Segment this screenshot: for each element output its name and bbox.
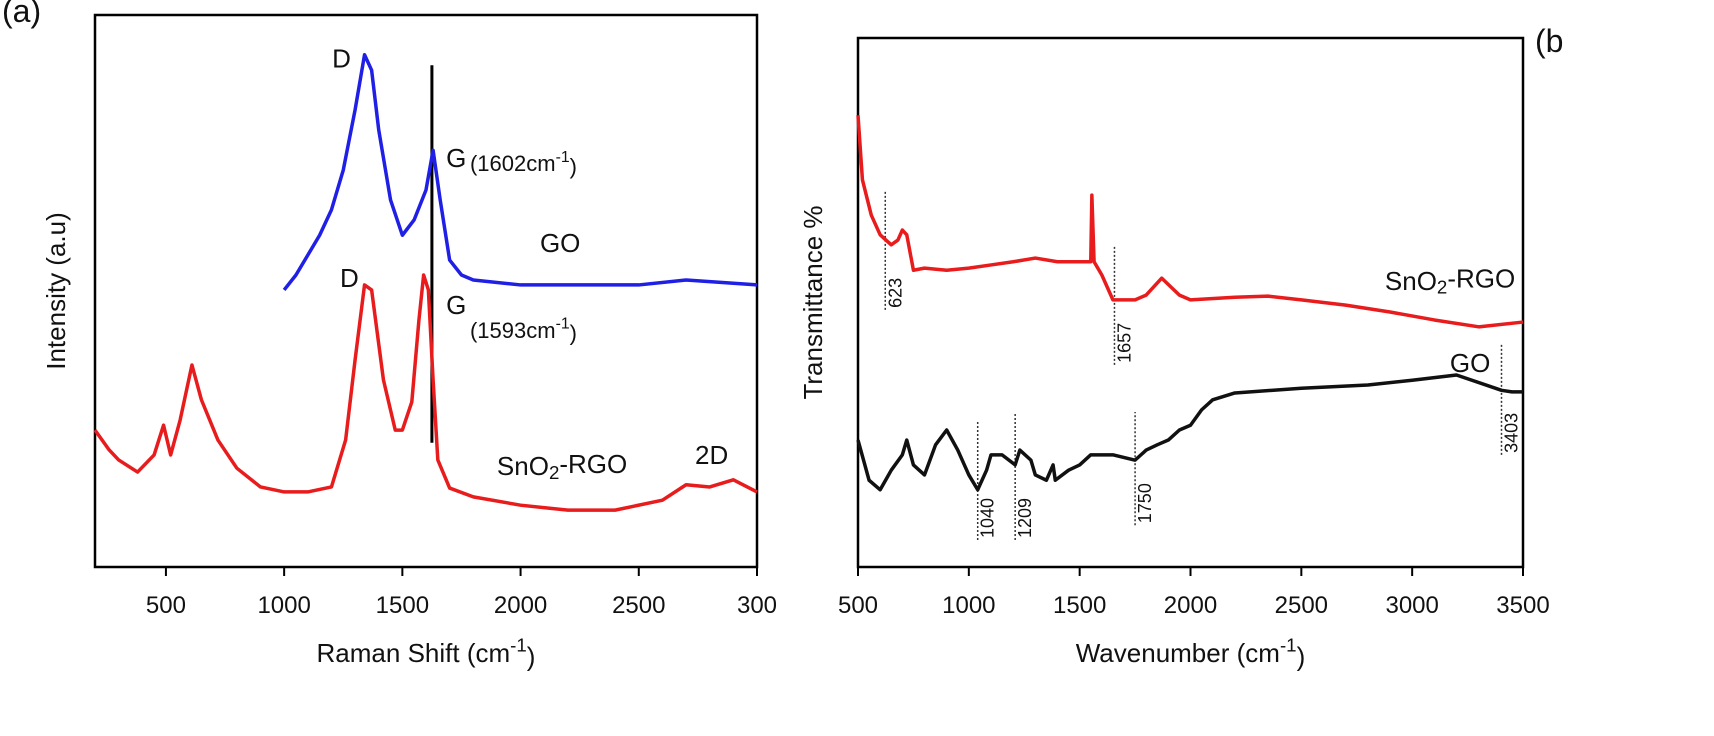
series-line xyxy=(856,115,1524,329)
band-marker-label: 623 xyxy=(885,278,905,308)
annotation: D xyxy=(332,43,351,73)
x-tick-label: 1500 xyxy=(1053,592,1106,619)
series-line xyxy=(282,52,758,291)
series-label: GO xyxy=(540,228,580,258)
annotation: (1602cm-1) xyxy=(470,149,577,179)
x-tick-label: 3000 xyxy=(1385,592,1438,619)
x-tick-label: 3500 xyxy=(1496,592,1549,619)
band-marker-label: 1657 xyxy=(1114,323,1134,363)
band-marker-label: 3403 xyxy=(1501,413,1521,453)
x-tick-label: 500 xyxy=(146,592,186,619)
series-label: SnO2-RGO xyxy=(497,449,627,483)
series-line xyxy=(856,373,1523,492)
x-axis-title: Raman Shift (cm-1) xyxy=(317,635,536,672)
y-axis-title: Intensity (a.u) xyxy=(41,212,71,370)
annotation: G xyxy=(446,290,466,320)
plot-frame xyxy=(93,13,759,569)
plot-frame xyxy=(856,36,1525,569)
x-tick-label: 1000 xyxy=(257,592,310,619)
x-tick-label: 500 xyxy=(838,592,878,619)
series-line xyxy=(93,273,758,512)
panel-label: (a) xyxy=(2,0,41,29)
series-label: GO xyxy=(1450,348,1490,378)
x-tick-label: 2000 xyxy=(494,592,547,619)
panel-label: (b xyxy=(1535,23,1563,59)
x-tick-label: 2000 xyxy=(1164,592,1217,619)
band-marker-label: 1040 xyxy=(977,498,997,538)
annotation: D xyxy=(340,263,359,293)
annotation: G xyxy=(446,143,466,173)
annotation: (1593cm-1) xyxy=(470,316,577,346)
x-tick-label: 1500 xyxy=(376,592,429,619)
x-tick-label: 1000 xyxy=(942,592,995,619)
x-tick-label: 300 xyxy=(737,592,777,619)
y-axis-title: Transmittance % xyxy=(798,205,828,399)
x-tick-label: 2500 xyxy=(1275,592,1328,619)
series-label: SnO2-RGO xyxy=(1385,264,1515,298)
x-tick-label: 2500 xyxy=(612,592,665,619)
x-axis-title: Wavenumber (cm-1) xyxy=(1076,635,1306,672)
band-marker-label: 1750 xyxy=(1135,483,1155,523)
band-marker-label: 1209 xyxy=(1015,498,1035,538)
annotation: 2D xyxy=(695,440,728,470)
